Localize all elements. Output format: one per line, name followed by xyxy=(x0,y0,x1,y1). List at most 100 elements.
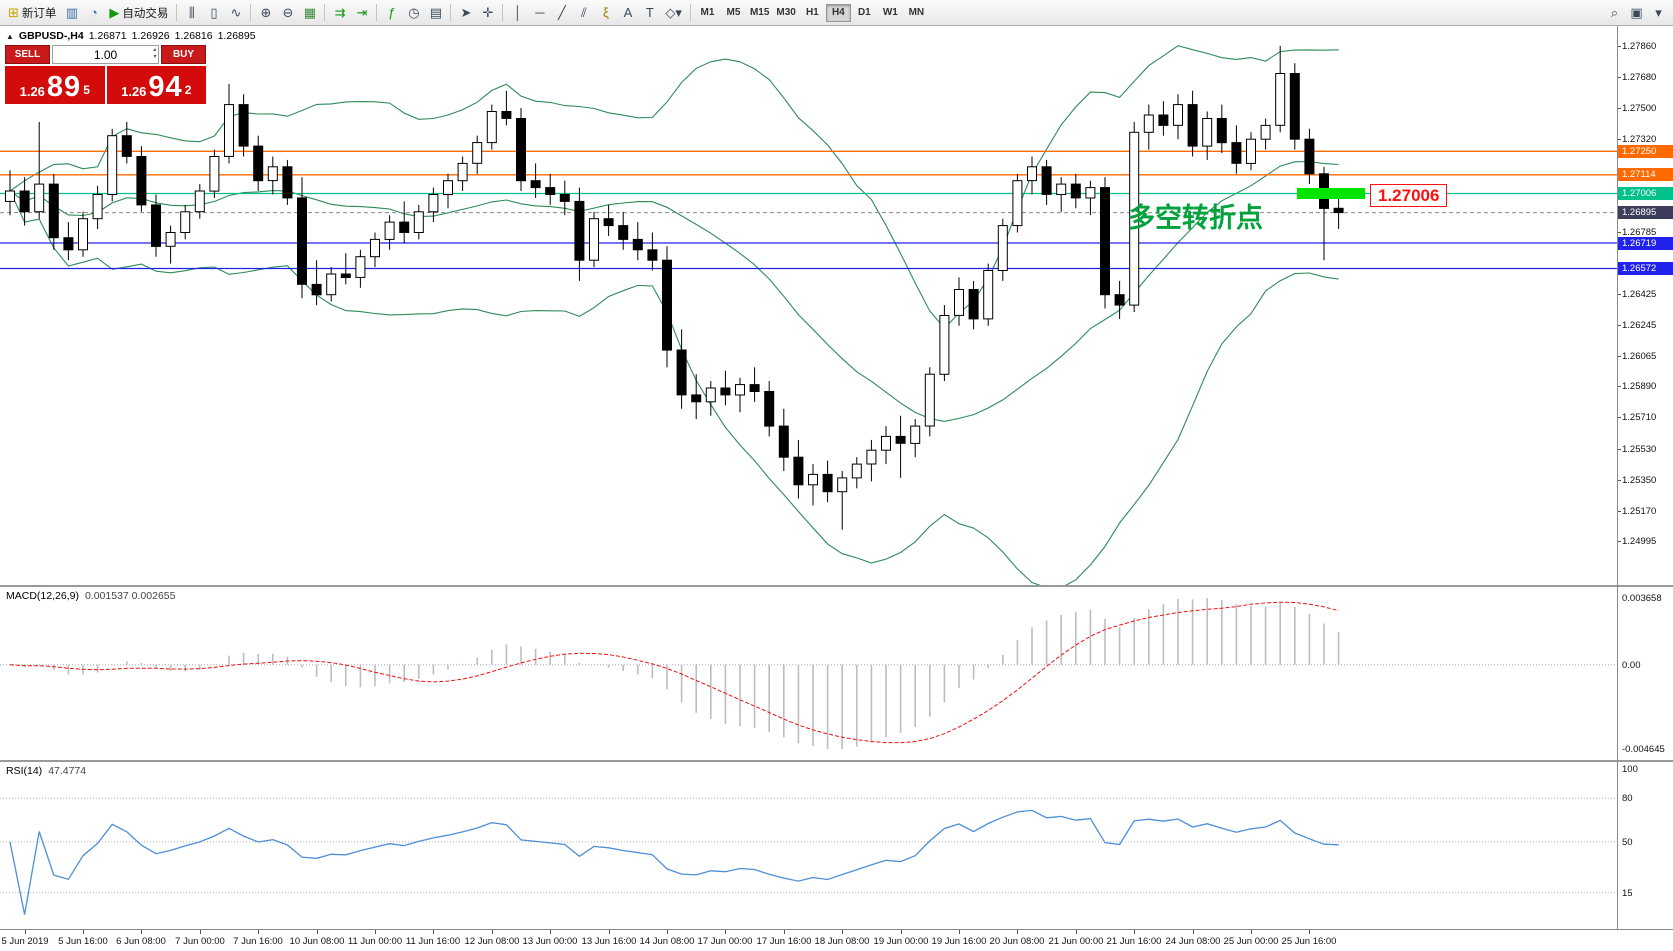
indicators-button[interactable]: ƒ xyxy=(381,2,402,23)
candlestick-chart-button[interactable]: ▯ xyxy=(203,2,224,23)
candle[interactable] xyxy=(1158,114,1169,126)
candle[interactable] xyxy=(1129,131,1140,306)
candle[interactable] xyxy=(764,391,775,427)
candle[interactable] xyxy=(1260,124,1271,140)
candle[interactable] xyxy=(121,135,132,157)
candle[interactable] xyxy=(19,190,30,213)
candle[interactable] xyxy=(589,218,599,261)
candle[interactable] xyxy=(399,221,410,234)
candle[interactable] xyxy=(1202,118,1213,147)
price-tag-label[interactable]: 1.27006 xyxy=(1370,184,1448,207)
candle[interactable] xyxy=(1114,294,1125,306)
candle[interactable] xyxy=(1187,104,1198,147)
candle[interactable] xyxy=(224,104,234,157)
candle[interactable] xyxy=(326,273,337,296)
candle[interactable] xyxy=(34,183,45,213)
crosshair-button[interactable]: ✛ xyxy=(477,2,498,23)
panel-separator[interactable] xyxy=(0,760,1673,762)
candle[interactable] xyxy=(501,111,512,119)
time-axis[interactable]: 5 Jun 2019 5 Jun 16:00 6 Jun 08:00 7 Jun 00… xyxy=(0,929,1673,951)
collapse-toolbar-button[interactable]: ▾ xyxy=(1648,2,1669,23)
buy-price-button[interactable]: 1.26 94 2 xyxy=(106,66,206,104)
candle[interactable] xyxy=(574,200,585,261)
candle[interactable] xyxy=(1246,138,1256,164)
horizontal-line-button[interactable]: ─ xyxy=(529,2,550,23)
candle[interactable] xyxy=(107,135,118,195)
price-level-label[interactable]: 1.26572 xyxy=(1618,262,1673,275)
candle[interactable] xyxy=(1289,73,1300,140)
tile-windows-button[interactable]: ▦ xyxy=(299,2,320,23)
templates-button[interactable]: ▤ xyxy=(425,2,446,23)
candle[interactable] xyxy=(983,270,994,320)
timeframe-h1-button[interactable]: H1 xyxy=(805,7,819,18)
candle[interactable] xyxy=(1231,142,1242,164)
candle[interactable] xyxy=(472,142,483,164)
candle[interactable] xyxy=(632,238,643,251)
candle[interactable] xyxy=(384,221,395,240)
fibonacci-button[interactable]: ξ xyxy=(595,2,616,23)
candle[interactable] xyxy=(267,166,278,182)
candle[interactable] xyxy=(895,435,906,444)
candle[interactable] xyxy=(705,387,716,403)
candle[interactable] xyxy=(486,111,497,144)
candle[interactable] xyxy=(1012,180,1023,227)
candle[interactable] xyxy=(1041,166,1052,195)
chart-shift-button[interactable]: ⇥ xyxy=(351,2,372,23)
candle[interactable] xyxy=(778,425,789,458)
candle[interactable] xyxy=(954,289,964,316)
candle[interactable] xyxy=(881,435,891,451)
candle[interactable] xyxy=(618,225,629,240)
macd-chart[interactable] xyxy=(0,587,1673,760)
candle[interactable] xyxy=(1275,73,1286,126)
volume-spinner[interactable]: ▴ ▾ xyxy=(153,47,156,61)
candle[interactable] xyxy=(311,283,322,296)
candle[interactable] xyxy=(340,273,351,278)
timeframe-m15-button[interactable]: M15 xyxy=(749,7,770,18)
candle[interactable] xyxy=(413,211,424,234)
candle[interactable] xyxy=(735,384,745,396)
auto-scroll-button[interactable]: ⇉ xyxy=(329,2,350,23)
zoom-out-button[interactable]: ⊖ xyxy=(277,2,298,23)
candle[interactable] xyxy=(822,473,833,493)
timeframe-w1-button[interactable]: W1 xyxy=(882,7,898,18)
panel-separator[interactable] xyxy=(0,585,1673,587)
timeframe-h4-button[interactable]: H4 xyxy=(825,3,851,22)
highlight-rectangle[interactable] xyxy=(1297,188,1365,199)
auto-trading-button[interactable]: ▶ 自动交易 xyxy=(105,2,172,23)
candle[interactable] xyxy=(1143,114,1154,133)
sell-button[interactable]: SELL xyxy=(5,45,50,64)
candle[interactable] xyxy=(457,162,468,182)
candle[interactable] xyxy=(1216,118,1227,144)
candle[interactable] xyxy=(1070,183,1081,199)
candle[interactable] xyxy=(282,166,293,199)
trendline-button[interactable]: ╱ xyxy=(551,2,572,23)
candle[interactable] xyxy=(866,449,877,465)
candle[interactable] xyxy=(516,118,526,182)
search-button[interactable]: ⌕ xyxy=(1604,2,1625,23)
candle[interactable] xyxy=(1027,166,1037,182)
timeframe-m1-button[interactable]: M1 xyxy=(700,7,715,18)
candle[interactable] xyxy=(209,156,220,192)
buy-button[interactable]: BUY xyxy=(161,45,206,64)
candle[interactable] xyxy=(1056,183,1067,196)
candle[interactable] xyxy=(180,211,191,234)
periods-button[interactable]: ◷ xyxy=(403,2,424,23)
candle[interactable] xyxy=(1085,187,1096,199)
candle[interactable] xyxy=(1100,187,1110,296)
candle[interactable] xyxy=(1173,104,1183,126)
text-label-button[interactable]: T xyxy=(639,2,660,23)
candle[interactable] xyxy=(92,194,103,220)
volume-stepper[interactable]: 1.00 ▴ ▾ xyxy=(52,45,159,64)
candle[interactable] xyxy=(939,315,950,375)
chart-profiles-button[interactable]: ▥ xyxy=(61,2,82,23)
price-axis-border[interactable] xyxy=(1617,26,1618,929)
candle[interactable] xyxy=(808,473,818,486)
candle[interactable] xyxy=(910,425,921,444)
vertical-line-button[interactable]: │ xyxy=(507,2,528,23)
candle[interactable] xyxy=(749,384,760,393)
candle[interactable] xyxy=(428,194,439,213)
line-chart-button[interactable]: ∿ xyxy=(225,2,246,23)
main-chart-panel[interactable]: ▲ GBPUSD-,H4 1.26871 1.26926 1.26816 1.2… xyxy=(0,26,1673,587)
candle[interactable] xyxy=(530,180,541,189)
collapse-icon[interactable]: ▲ xyxy=(6,31,14,41)
